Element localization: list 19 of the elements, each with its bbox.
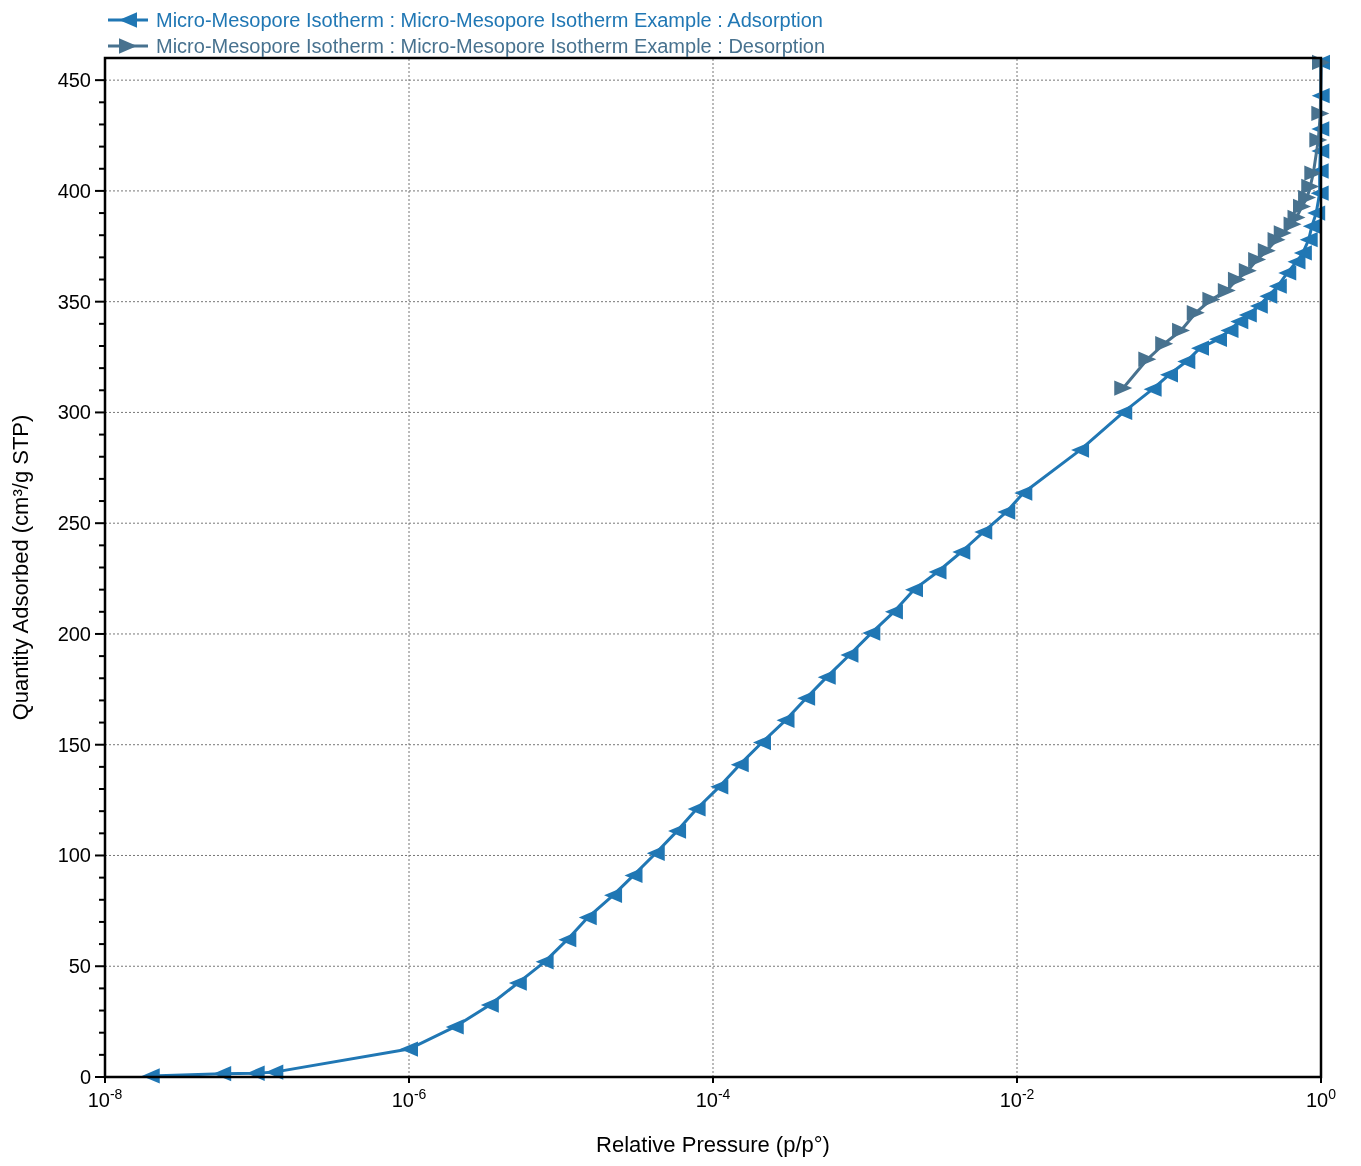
y-tick-label: 100 (57, 844, 91, 867)
x-tick-label: 10$^{-4}$ (695, 1086, 731, 1111)
y-tick-label: 400 (57, 179, 91, 202)
x-tick-label: 10$^{-8}$ (87, 1086, 123, 1111)
legend-label: Micro-Mesopore Isotherm : Micro-Mesopore Isotherm Example : Adsorption (156, 9, 823, 31)
y-tick-label: 0 (79, 1066, 91, 1088)
x-tick-label: 10$^{-2}$ (999, 1086, 1035, 1111)
y-tick-label: 350 (57, 290, 91, 313)
legend-label: Micro-Mesopore Isotherm : Micro-Mesopore Isotherm Example : Desorption (156, 35, 826, 57)
y-tick-label: 200 (57, 622, 91, 645)
y-axis-title: Quantity Adsorbed (cm³/g STP) (8, 414, 33, 721)
y-tick-label: 300 (57, 401, 91, 424)
y-tick-label: 50 (68, 955, 91, 978)
y-tick-label: 250 (57, 512, 91, 535)
y-tick-label: 450 (57, 69, 91, 92)
x-axis-title: Relative Pressure (p/p°) (596, 1132, 830, 1157)
x-tick-label: 10$^{0}$ (1305, 1086, 1337, 1111)
x-tick-label: 10$^{-6}$ (391, 1086, 427, 1111)
y-tick-label: 150 (57, 733, 91, 756)
